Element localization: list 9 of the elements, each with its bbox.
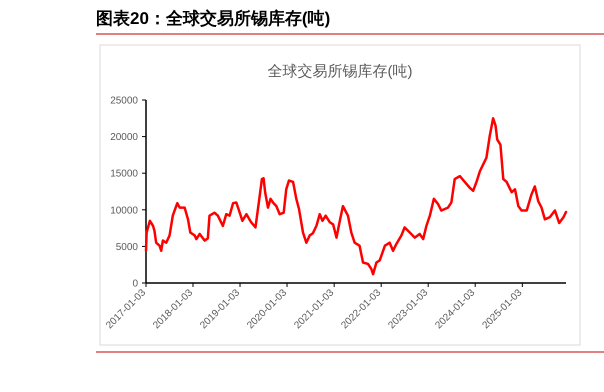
y-tick-label: 25000 bbox=[110, 96, 138, 106]
y-tick-label: 10000 bbox=[110, 205, 138, 216]
line-series bbox=[144, 117, 568, 276]
chart-subtitle: 全球交易所锡库存(吨) bbox=[268, 63, 412, 80]
y-tick-label: 15000 bbox=[110, 168, 138, 180]
y-tick-label: 0 bbox=[132, 278, 138, 290]
y-tick-label: 20000 bbox=[110, 132, 138, 144]
chart-title: 图表20：全球交易所锡库存(吨) bbox=[96, 9, 330, 28]
y-tick-label: 5000 bbox=[116, 242, 138, 253]
